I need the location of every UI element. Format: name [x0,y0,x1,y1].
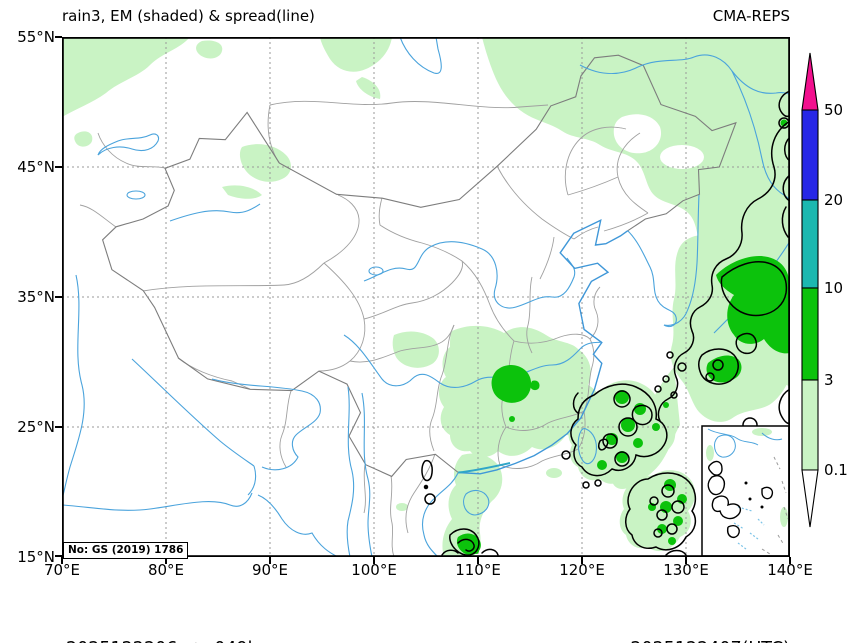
lat-label-15n: 15°N [17,548,55,566]
lon-tick [269,557,271,564]
colorbar-label-3: 3 [824,371,834,389]
colorbar-seg-lt0p1 [801,469,819,528]
precip-shading-light [62,37,790,557]
lon-tick [581,557,583,564]
colorbar-seg-10-20 [801,199,819,289]
lat-tick [55,555,62,557]
lon-label-120e: 120°E [559,561,605,579]
shading-gaps [613,114,704,169]
valid-times: 2025122407(UTC) 2025122415(CST) [630,584,790,643]
lat-tick [55,426,62,428]
lon-label-70e: 70°E [43,561,81,579]
lon-label-80e: 80°E [147,561,185,579]
lat-tick [55,166,62,168]
colorbar-label-20: 20 [824,191,843,209]
map-license-badge: No: GS (2019) 1786 [63,542,189,559]
lon-label-90e: 90°E [251,561,289,579]
model-name: CMA-REPS [712,7,790,25]
page-title: rain3, EM (shaded) & spread(line) [62,7,315,25]
colorbar-seg-gt50 [801,52,819,111]
lat-tick [55,296,62,298]
gridlines [62,37,790,557]
rivers-lakes [62,37,790,557]
coastline [458,219,629,475]
lon-tick [685,557,687,564]
map-plot-area [62,37,790,557]
plot-border [62,37,790,557]
lat-label-55n: 55°N [17,28,55,46]
south-china-sea-inset [701,425,790,557]
colorbar-label-10: 10 [824,279,843,297]
colorbar-label-0p1: 0.1 [824,461,848,479]
init-times: 2025122206 + 049h 2025122214 + 049h [66,584,259,643]
colorbar-seg-20-50 [801,109,819,201]
init-time-utc: 2025122206 + 049h [66,636,259,643]
colorbar-scale: 50 20 10 3 0.1 [801,52,848,528]
lon-tick [789,557,791,564]
colorbar-label-50: 50 [824,101,843,119]
lat-label-45n: 45°N [17,158,55,176]
lat-label-25n: 25°N [17,418,55,436]
lon-tick [165,557,167,564]
colorbar-seg-0p1-3 [801,379,819,471]
province-borders [79,100,649,557]
lon-label-100e: 100°E [351,561,397,579]
lon-label-130e: 130°E [663,561,709,579]
colorbar: 50 20 10 3 0.1 [796,45,858,537]
lon-tick [61,557,63,564]
lon-label-140e: 140°E [767,561,813,579]
country-border [101,54,737,478]
valid-time-utc: 2025122407(UTC) [630,636,790,643]
lon-tick [373,557,375,564]
lat-label-35n: 35°N [17,288,55,306]
lat-tick [55,36,62,38]
lon-label-110e: 110°E [455,561,501,579]
lon-tick [477,557,479,564]
china-precip-map [62,37,790,557]
colorbar-seg-3-10 [801,287,819,381]
